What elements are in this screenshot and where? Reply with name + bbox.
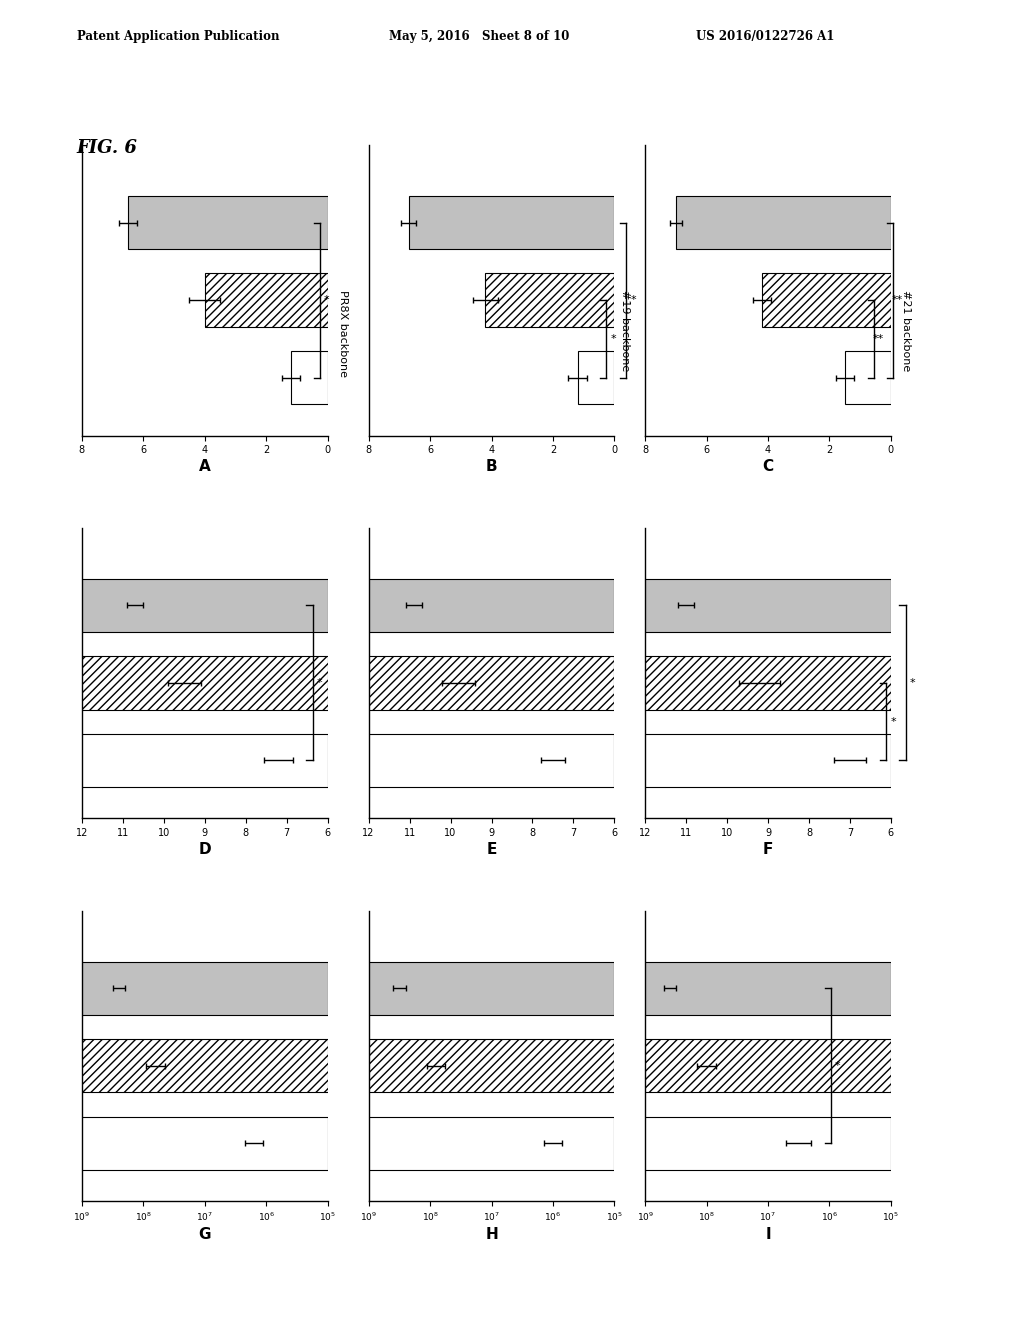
Text: **: ** xyxy=(892,296,903,305)
Bar xyxy=(205,273,328,326)
X-axis label: H: H xyxy=(485,1228,498,1242)
X-axis label: B: B xyxy=(485,459,498,474)
Bar xyxy=(362,961,891,1015)
Text: #21 backbone: #21 backbone xyxy=(901,290,911,372)
Text: US 2016/0122726 A1: US 2016/0122726 A1 xyxy=(696,30,835,44)
Bar xyxy=(92,961,614,1015)
Bar xyxy=(307,734,614,787)
Text: #19 backbone: #19 backbone xyxy=(620,290,630,372)
X-axis label: I: I xyxy=(765,1228,771,1242)
Text: Patent Application Publication: Patent Application Publication xyxy=(77,30,280,44)
Text: *: * xyxy=(316,678,323,688)
Bar xyxy=(676,195,891,249)
Text: PR8X backbone: PR8X backbone xyxy=(338,290,348,378)
Bar xyxy=(485,273,614,326)
Bar xyxy=(409,195,614,249)
Bar xyxy=(845,351,891,404)
Bar xyxy=(168,578,614,632)
Text: **: ** xyxy=(872,334,884,343)
Text: *: * xyxy=(610,334,616,343)
X-axis label: E: E xyxy=(486,842,497,857)
Text: *: * xyxy=(324,296,330,305)
Bar xyxy=(0,656,328,710)
X-axis label: C: C xyxy=(763,459,773,474)
Bar xyxy=(128,195,328,249)
X-axis label: A: A xyxy=(199,459,211,474)
Text: FIG. 6: FIG. 6 xyxy=(77,139,137,157)
Bar xyxy=(0,1117,328,1170)
Bar xyxy=(0,578,328,632)
Bar xyxy=(762,273,891,326)
X-axis label: F: F xyxy=(763,842,773,857)
Bar xyxy=(399,1039,891,1093)
Text: May 5, 2016   Sheet 8 of 10: May 5, 2016 Sheet 8 of 10 xyxy=(389,30,569,44)
Bar xyxy=(604,734,891,787)
Text: *: * xyxy=(910,678,915,688)
Bar xyxy=(33,734,328,787)
Bar xyxy=(246,1117,614,1170)
Bar xyxy=(578,351,614,404)
Text: *: * xyxy=(835,1061,841,1071)
Bar xyxy=(492,1117,891,1170)
X-axis label: G: G xyxy=(199,1228,211,1242)
Bar xyxy=(291,351,328,404)
Bar xyxy=(0,961,328,1015)
Bar xyxy=(0,1039,328,1093)
Bar xyxy=(213,656,614,710)
Bar xyxy=(514,656,891,710)
Bar xyxy=(440,578,891,632)
Text: *: * xyxy=(631,296,636,305)
X-axis label: D: D xyxy=(199,842,211,857)
Bar xyxy=(129,1039,614,1093)
Text: *: * xyxy=(890,717,896,726)
